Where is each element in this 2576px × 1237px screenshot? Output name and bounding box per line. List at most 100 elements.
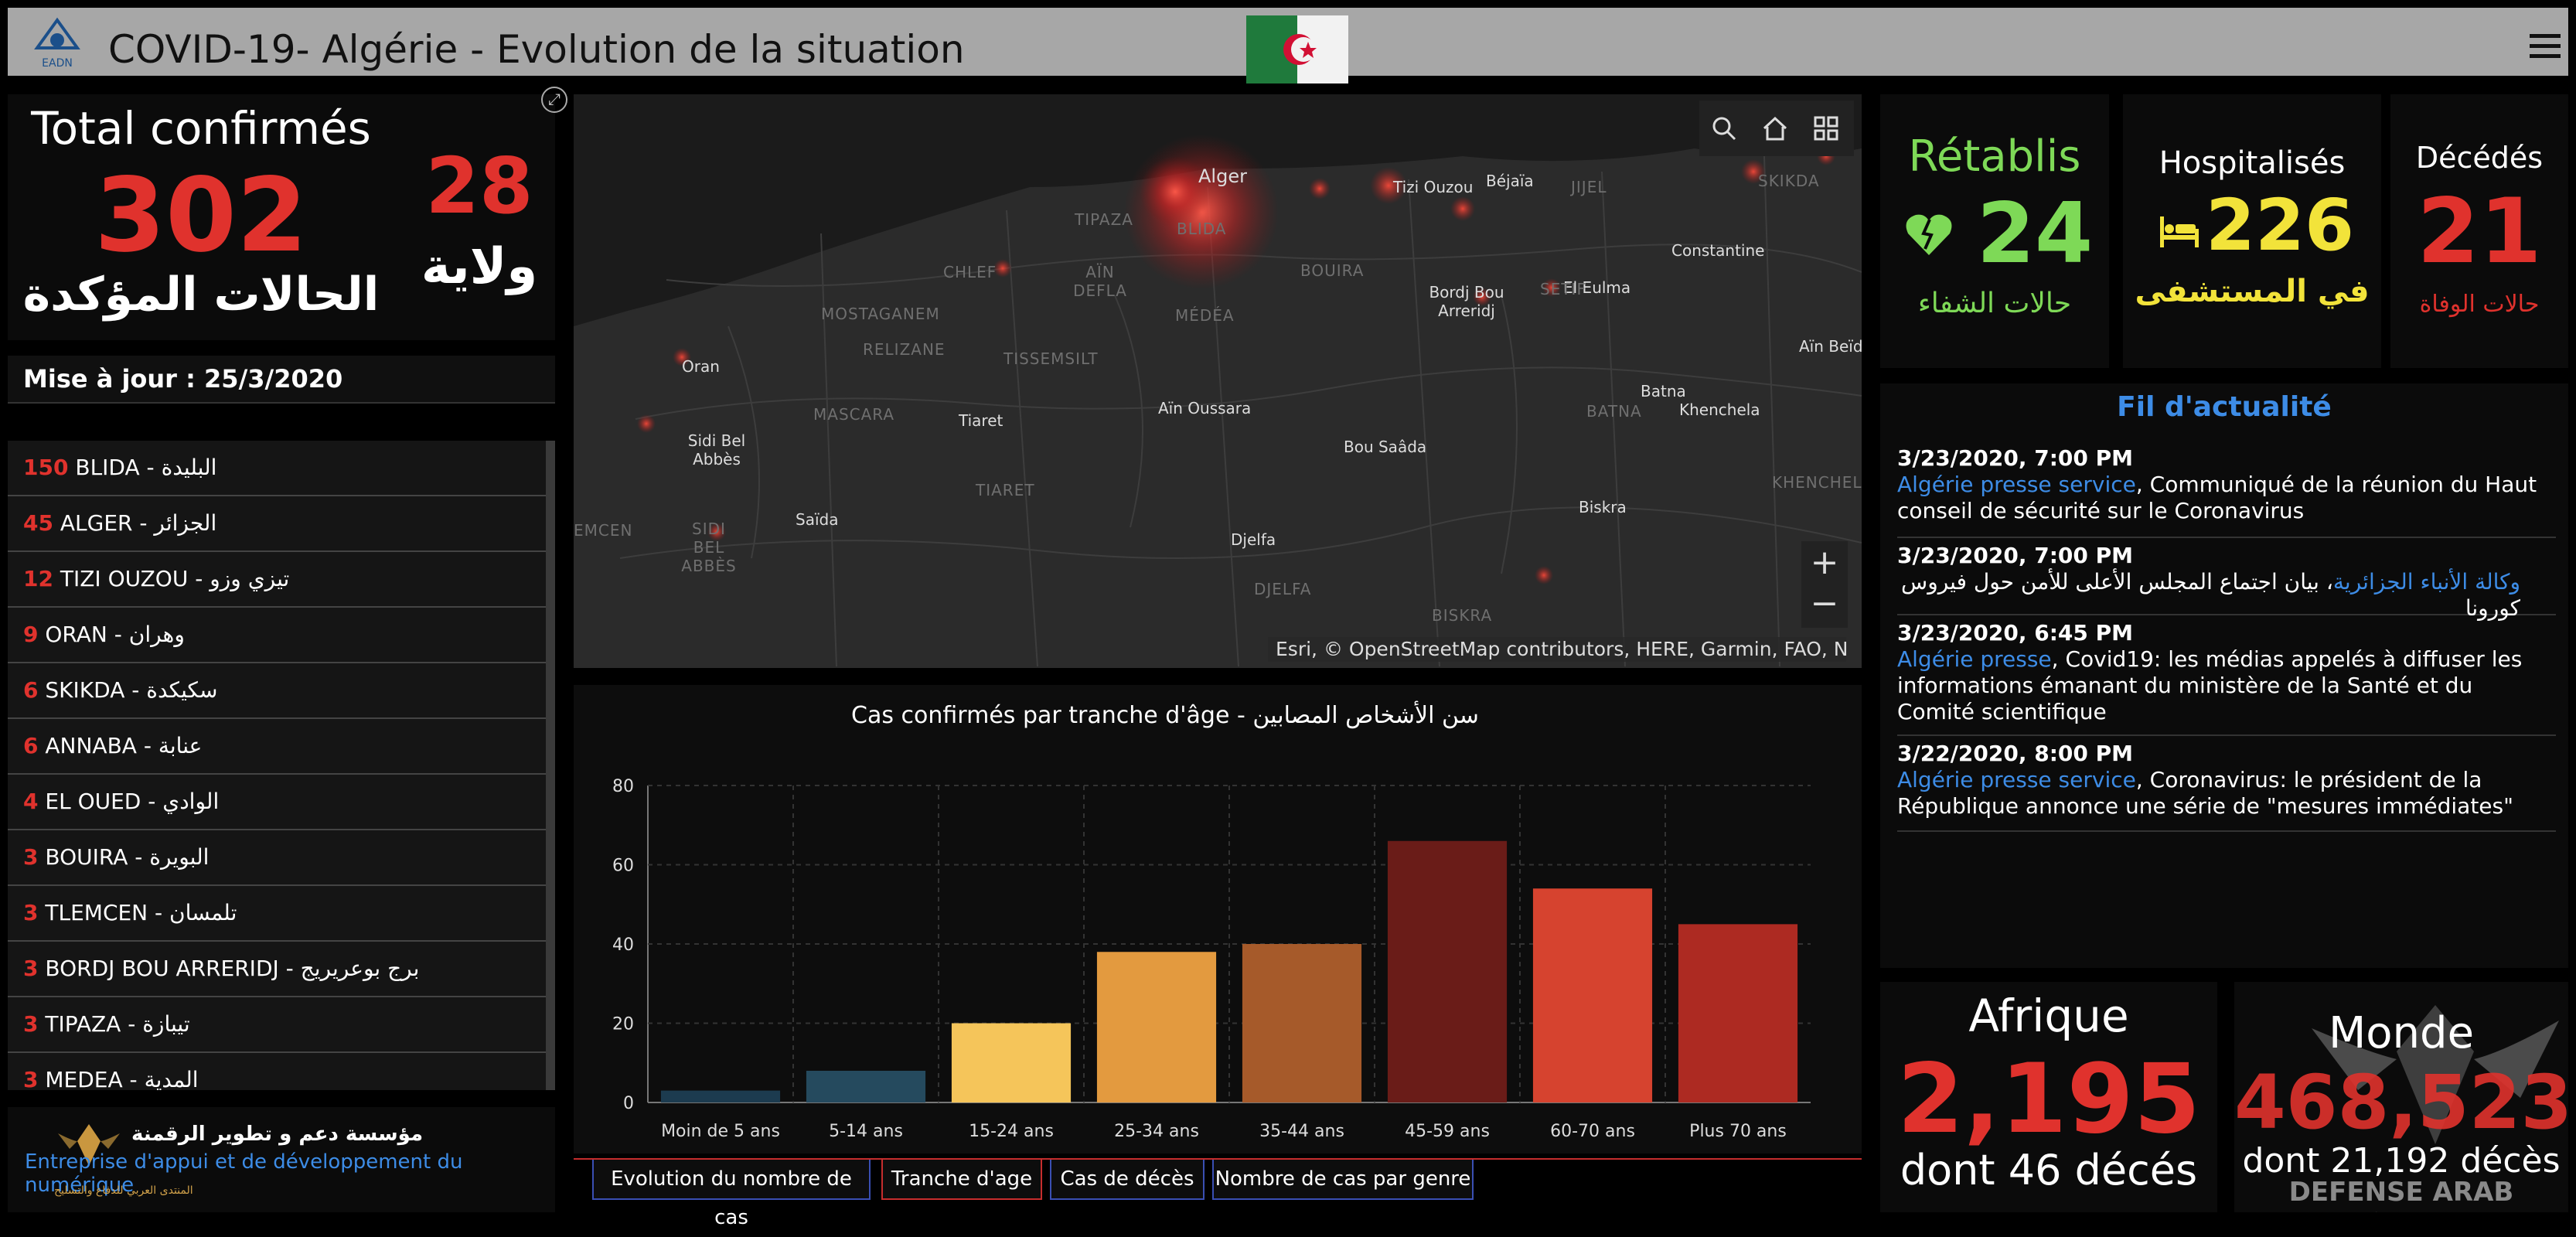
footer-french-link[interactable]: Entreprise d'appui et de développement d…	[25, 1150, 463, 1197]
wilaya-row[interactable]: 12 TIZI OUZOU - تيزي وزو	[8, 552, 546, 608]
y-tick-label: 0	[623, 1094, 634, 1113]
y-tick-label: 80	[612, 777, 634, 796]
deaths-label: Décédés	[2415, 141, 2544, 175]
watermark-logo	[2312, 1005, 2559, 1144]
y-tick-label: 20	[612, 1015, 634, 1034]
wilaya-row[interactable]: 3 TIPAZA - تيبازة	[8, 997, 546, 1053]
wilaya-count: 3	[23, 1011, 39, 1037]
wilaya-name: TIPAZA - تيبازة	[45, 1011, 190, 1037]
wilaya-row[interactable]: 3 MEDEA - المدية	[8, 1053, 546, 1090]
svg-text:EADN: EADN	[42, 57, 73, 70]
update-panel: Mise à jour : 25/3/2020	[8, 356, 555, 404]
list-scrollbar[interactable]	[546, 441, 555, 1090]
map-region-label: AÏN DEFLA	[1073, 263, 1127, 300]
bar-2[interactable]	[951, 1023, 1072, 1103]
bar-3[interactable]	[1096, 952, 1217, 1102]
hospital-bed-icon	[2160, 216, 2199, 247]
header-bar: EADN COVID-19- Algérie - Evolution de la…	[8, 8, 2568, 83]
news-date: 3/23/2020, 7:00 PM	[1897, 543, 2133, 568]
bar-4[interactable]	[1242, 944, 1362, 1102]
news-date: 3/23/2020, 6:45 PM	[1897, 620, 2133, 646]
wilaya-count: 3	[23, 956, 39, 981]
map-place-label: Biskra	[1579, 498, 1627, 516]
wilaya-name: ORAN - وهران	[45, 622, 185, 647]
news-source-link[interactable]: Algérie presse	[1897, 646, 2052, 672]
wilaya-row[interactable]: 6 SKIKDA - سكيكدة	[8, 663, 546, 719]
wilaya-row[interactable]: 150 BLIDA - البليدة	[8, 441, 546, 496]
recovered-panel: Rétablis 24 حالات الشفاء	[1880, 94, 2109, 368]
zoom-in-icon[interactable]: +	[1810, 543, 1839, 582]
map-place-label: Aïn Beïda	[1799, 337, 1862, 356]
bar-5[interactable]	[1387, 840, 1508, 1102]
bar-1[interactable]	[806, 1071, 926, 1102]
chart-tab-3[interactable]: Nombre de cas par genre	[1212, 1160, 1474, 1200]
news-source-link[interactable]: Algérie presse service	[1897, 767, 2136, 792]
wilaya-name: BORDJ BOU ARRERIDJ - برج بوعريريج	[45, 956, 420, 981]
x-tick-label: 25-34 ans	[1114, 1122, 1199, 1141]
watermark-text: DEFENSE ARAB FORUM	[2288, 1177, 2514, 1212]
y-tick-label: 60	[612, 857, 634, 876]
wilaya-row[interactable]: 3 BOUIRA - البويرة	[8, 830, 546, 886]
wilaya-row[interactable]: 45 ALGER - الجزائر	[8, 496, 546, 552]
deaths-arabic: حالات الوفاة	[2419, 291, 2540, 318]
total-confirmed-panel: Total confirmés 302 الحالات المؤكدة 28 و…	[8, 94, 555, 340]
map-region-label: SETIF	[1540, 280, 1586, 298]
hamburger-icon[interactable]	[2530, 31, 2561, 62]
news-item: 3/22/2020, 8:00 PM Algérie presse service…	[1897, 741, 2556, 832]
news-date: 3/22/2020, 8:00 PM	[1897, 741, 2133, 766]
map-place-label: Béjaïa	[1486, 172, 1534, 190]
bar-6[interactable]	[1532, 888, 1653, 1102]
bar-7[interactable]	[1678, 924, 1798, 1102]
map-place-label: Bou Saâda	[1344, 438, 1427, 456]
total-confirmed-label: Total confirmés	[31, 102, 371, 155]
world-value: 468,523	[2234, 1059, 2568, 1146]
basemap-gallery-icon[interactable]	[1809, 111, 1843, 145]
search-icon[interactable]	[1707, 111, 1741, 145]
wilaya-row[interactable]: 6 ANNABA - عنابة	[8, 719, 546, 775]
news-source-link[interactable]: Algérie presse service	[1897, 472, 2136, 497]
wilaya-row[interactable]: 3 TLEMCEN - تلمسان	[8, 886, 546, 942]
wilaya-count: 150	[23, 455, 69, 480]
chart-tab-bar: Evolution du nombre de cas Tranche d'age C…	[574, 1158, 1862, 1229]
map-place-label: Sidi Bel Abbès	[687, 431, 746, 469]
chart-tab-0[interactable]: Evolution du nombre de cas	[592, 1160, 871, 1229]
map-place-label: Oran	[682, 357, 720, 376]
zoom-out-icon[interactable]: −	[1810, 584, 1839, 623]
map-region-label: TIARET	[976, 481, 1035, 499]
chart-tab-1[interactable]: Tranche d'age	[881, 1160, 1042, 1200]
total-confirmed-arabic: الحالات المؤكدة	[22, 268, 380, 322]
deaths-value: 21	[2417, 179, 2542, 284]
wilaya-row[interactable]: 9 ORAN - وهران	[8, 608, 546, 663]
hospitalized-label: Hospitalisés	[2159, 145, 2346, 181]
wilaya-row[interactable]: 4 EL OUED - الوادي	[8, 775, 546, 830]
footer-panel: مؤسسة دعم و تطوير الرقمنة Entreprise d'a…	[8, 1107, 555, 1212]
map-region-label: TIPAZA	[1075, 210, 1133, 229]
bar-0[interactable]	[660, 1090, 781, 1102]
chart-tab-2[interactable]: Cas de décès	[1050, 1160, 1205, 1200]
footer-small-text: المنتدى العربي للدفاع والتسليح	[54, 1184, 193, 1197]
wilaya-count: 6	[23, 677, 39, 703]
map-region-label: EMCEN	[574, 521, 633, 540]
map-canvas	[574, 94, 1862, 667]
wilaya-list: 150 BLIDA - البليدة 45 ALGER - الجزائر 12 …	[8, 441, 546, 1090]
wilaya-count: 12	[23, 566, 53, 591]
wilaya-row[interactable]: 3 BORDJ BOU ARRERIDJ - برج بوعريريج	[8, 942, 546, 997]
expand-icon[interactable]: ⤢	[541, 87, 567, 113]
x-tick-label: 45-59 ans	[1405, 1122, 1490, 1141]
wilaya-name: ALGER - الجزائر	[60, 510, 217, 536]
map-region-label: BISKRA	[1432, 606, 1493, 625]
map-region-label: KHENCHELA	[1772, 473, 1862, 492]
recovered-label: Rétablis	[1908, 131, 2081, 182]
covid-map[interactable]: Alger Tizi Ouzou Béjaïa Constantine El Eulma…	[574, 94, 1862, 668]
news-source-link[interactable]: وكالة الأنباء الجزائرية	[2332, 569, 2520, 595]
map-region-label: SIDI BEL ABBÈS	[681, 520, 737, 575]
x-tick-label: 15-24 ans	[969, 1122, 1054, 1141]
map-region-label: MASCARA	[813, 405, 895, 424]
map-place-label: Bordj Bou Arreridj	[1429, 283, 1504, 320]
map-place-label: Saïda	[796, 510, 839, 529]
wilaya-count-value: 28	[425, 141, 533, 231]
wilaya-count: 3	[23, 844, 39, 870]
home-icon[interactable]	[1758, 111, 1792, 145]
map-region-label: JIJEL	[1571, 178, 1607, 196]
total-confirmed-value: 302	[94, 156, 308, 275]
